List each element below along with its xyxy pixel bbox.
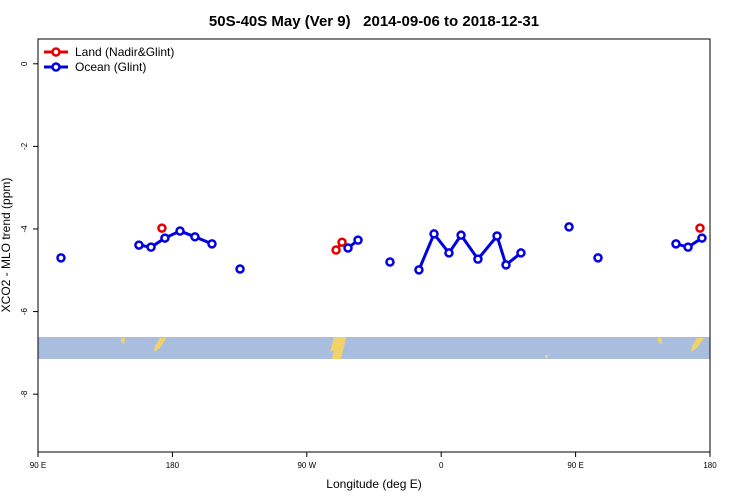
map-strip — [38, 337, 710, 359]
point — [414, 265, 424, 275]
point — [56, 253, 66, 263]
point — [429, 229, 439, 239]
point — [593, 253, 603, 263]
y-axis-label: XCO2 - MLO trend (ppm) — [0, 178, 13, 313]
point — [444, 248, 454, 258]
map-land — [658, 338, 662, 344]
series-line — [138, 229, 703, 271]
x-tick-label: 90 E — [30, 461, 46, 470]
map-land — [330, 337, 346, 359]
y-tick-label: 0 — [20, 61, 29, 66]
x-tick-label: 90 E — [567, 461, 583, 470]
point — [695, 223, 705, 233]
plot-frame — [37, 38, 711, 453]
point — [671, 239, 681, 249]
map-land — [121, 338, 125, 344]
point — [353, 235, 363, 245]
x-tick-label: 180 — [703, 461, 717, 470]
point — [160, 233, 170, 243]
legend-label: Ocean (Glint) — [75, 60, 146, 74]
map-land — [691, 338, 704, 352]
legend-marker — [51, 47, 61, 57]
legend-label: Land (Nadir&Glint) — [75, 45, 174, 59]
point — [501, 260, 511, 270]
point — [683, 242, 693, 252]
map-ocean — [38, 337, 710, 359]
x-axis-label: Longitude (deg E) — [326, 477, 421, 491]
x-tick-label: 180 — [166, 461, 180, 470]
point — [331, 245, 341, 255]
legend-marker — [51, 62, 61, 72]
point — [134, 240, 144, 250]
y-tick-label: -4 — [20, 225, 29, 233]
point — [337, 237, 347, 247]
point — [343, 243, 353, 253]
point — [146, 242, 156, 252]
point — [175, 226, 185, 236]
legend: Land (Nadir&Glint)Ocean (Glint) — [44, 45, 174, 74]
map-land — [545, 355, 548, 358]
point — [697, 233, 707, 243]
x-tick-label: 90 W — [297, 461, 316, 470]
point — [456, 230, 466, 240]
point — [564, 222, 574, 232]
y-tick-label: -8 — [20, 390, 29, 398]
map-land — [154, 338, 166, 352]
point — [473, 254, 483, 264]
point — [207, 239, 217, 249]
point — [235, 264, 245, 274]
chart-title: 50S-40S May (Ver 9) 2014-09-06 to 2018-1… — [209, 13, 539, 30]
y-tick-label: -2 — [20, 142, 29, 150]
series-line — [336, 228, 700, 250]
x-tick-label: 0 — [439, 461, 444, 470]
point — [385, 257, 395, 267]
point — [190, 232, 200, 242]
point — [516, 248, 526, 258]
point — [492, 231, 502, 241]
y-tick-label: -6 — [20, 307, 29, 315]
point — [157, 223, 167, 233]
